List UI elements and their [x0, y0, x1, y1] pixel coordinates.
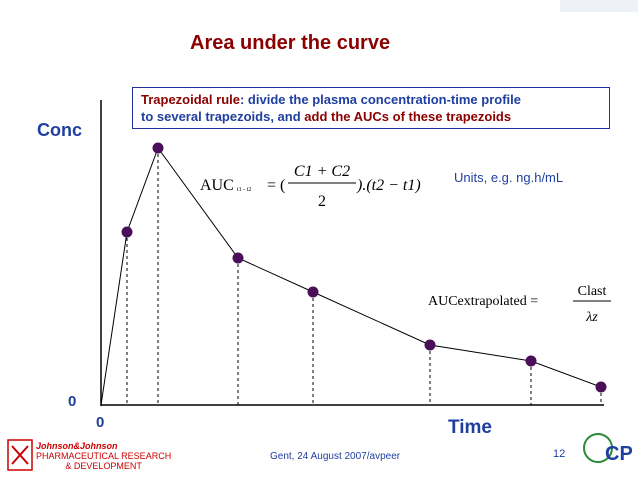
x-axis-label: Time: [448, 417, 493, 438]
formula-denominator: 2: [318, 193, 326, 210]
formula-close: ).(t2 − t1): [356, 177, 421, 194]
formula-lhs: AUCextrapolated =: [428, 294, 538, 309]
logo-icon: CP: [7, 433, 633, 471]
formula-numerator: Clast: [578, 284, 607, 299]
logo-line: PHARMACEUTICAL RESEARCH: [36, 451, 172, 461]
x-origin-label: 0: [96, 414, 105, 431]
formula-trapezoid: AUC t1 - t2 = ( C1 + C2 2 ).(t2 − t1): [200, 163, 421, 210]
logo-line: Johnson&Johnson: [36, 441, 118, 451]
y-axis-label: Conc: [37, 120, 82, 140]
page-number: 12: [553, 448, 566, 460]
emphasis: add the AUCs of these trapezoids: [304, 109, 512, 124]
text: to several trapezoids, and: [141, 109, 305, 124]
units-note: Units, e.g. ng.h/mL: [454, 170, 564, 185]
footer-text: Gent, 24 August 2007/avpeer: [270, 451, 401, 462]
definition-line: Trapezoidal rule: divide the plasma conc…: [141, 91, 609, 108]
svg-text:CP: CP: [605, 443, 633, 465]
trapezoid-lines: [126, 148, 602, 405]
axes: [100, 100, 604, 406]
formula-open: = (: [267, 177, 285, 194]
data-points: [121, 142, 607, 393]
definition-line: to several trapezoids, and add the AUCs …: [141, 108, 609, 125]
formula-lhs: AUC: [200, 177, 234, 194]
corner-pattern: [560, 0, 638, 12]
term: Trapezoidal rule: [141, 92, 240, 107]
definition-box: Trapezoidal rule: divide the plasma conc…: [132, 87, 610, 129]
y-origin-label: 0: [68, 393, 77, 410]
curve: [100, 146, 602, 406]
title: Area under the curve: [190, 32, 391, 54]
logo-line: & DEVELOPMENT: [65, 461, 142, 471]
logo-text: Johnson&Johnson PHARMACEUTICAL RESEARCH …: [36, 441, 171, 471]
text: : divide the plasma concentration-time p…: [239, 92, 521, 107]
formula-numerator: C1 + C2: [294, 163, 350, 180]
formula-subscript: t1 - t2: [237, 187, 251, 193]
formula-extrapolated: AUCextrapolated = Clast λz: [428, 284, 611, 325]
formula-denominator: λz: [585, 310, 598, 325]
